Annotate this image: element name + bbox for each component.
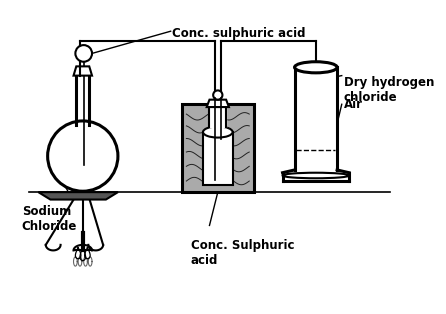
Bar xyxy=(203,132,233,185)
Polygon shape xyxy=(38,192,118,199)
Polygon shape xyxy=(206,100,229,107)
Text: Conc. Sulphuric
acid: Conc. Sulphuric acid xyxy=(191,239,294,267)
Circle shape xyxy=(213,90,223,100)
Circle shape xyxy=(48,121,118,191)
Ellipse shape xyxy=(203,127,233,138)
Ellipse shape xyxy=(283,173,349,178)
Text: Dry hydrogen
chloride: Dry hydrogen chloride xyxy=(343,76,434,104)
Circle shape xyxy=(75,45,92,62)
Text: Air: Air xyxy=(343,98,363,111)
Ellipse shape xyxy=(294,62,337,73)
Polygon shape xyxy=(74,66,92,76)
Bar xyxy=(182,104,254,192)
Text: Sodium
Chloride: Sodium Chloride xyxy=(22,205,77,233)
Text: Conc. sulphuric acid: Conc. sulphuric acid xyxy=(173,27,306,40)
